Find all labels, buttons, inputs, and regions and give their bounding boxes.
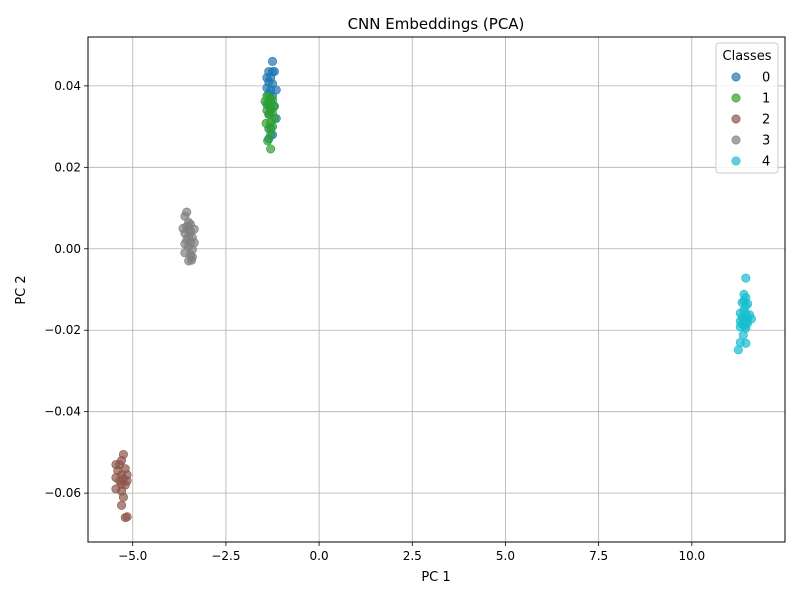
y-tick-label: −0.04 (44, 405, 81, 419)
point-class-1 (263, 136, 273, 146)
point-class-4 (733, 345, 743, 355)
legend-marker-3 (731, 135, 741, 145)
y-tick-label: −0.06 (44, 486, 81, 500)
axis-ticks: −5.0 −2.5 0.0 2.5 5.0 7.5 10.0 −0.06 −0.04 −0.02 0… (44, 79, 705, 563)
data-points (111, 56, 756, 523)
legend: Classes 0 1 2 3 4 (715, 42, 779, 174)
point-class-0 (267, 56, 277, 66)
y-tick-label: −0.02 (44, 323, 81, 337)
grid (88, 37, 785, 542)
legend-items: 0 1 2 3 4 (731, 71, 770, 170)
y-tick-label: 0.00 (54, 242, 81, 256)
legend-label-2: 2 (762, 113, 770, 128)
legend-label-4: 4 (762, 155, 770, 170)
legend-marker-2 (731, 114, 741, 124)
y-tick-label: 0.02 (54, 160, 81, 174)
point-class-2 (118, 492, 128, 502)
x-tick-label: −5.0 (118, 549, 147, 563)
legend-label-1: 1 (762, 92, 770, 107)
legend-box (715, 42, 779, 174)
point-class-3 (187, 255, 197, 265)
point-class-4 (741, 273, 751, 283)
legend-title: Classes (723, 49, 772, 64)
x-tick-label: 10.0 (678, 549, 705, 563)
legend-label-3: 3 (762, 134, 770, 149)
plot-frame (87, 36, 786, 543)
point-class-2 (122, 512, 132, 522)
x-tick-label: −2.5 (211, 549, 240, 563)
y-tick-label: 0.04 (54, 79, 81, 93)
point-class-4 (741, 338, 751, 348)
legend-label-0: 0 (762, 71, 770, 86)
x-tick-label: 0.0 (310, 549, 329, 563)
point-class-2 (117, 500, 127, 510)
point-class-1 (266, 144, 276, 154)
x-tick-label: 7.5 (589, 549, 608, 563)
chart-title: CNN Embeddings (PCA) (348, 15, 525, 33)
legend-marker-4 (731, 156, 741, 166)
legend-marker-1 (731, 93, 741, 103)
y-axis-label: PC 2 (14, 275, 29, 304)
x-tick-label: 5.0 (496, 549, 515, 563)
legend-marker-0 (731, 72, 741, 82)
x-axis-label: PC 1 (421, 570, 450, 585)
x-tick-label: 2.5 (403, 549, 422, 563)
